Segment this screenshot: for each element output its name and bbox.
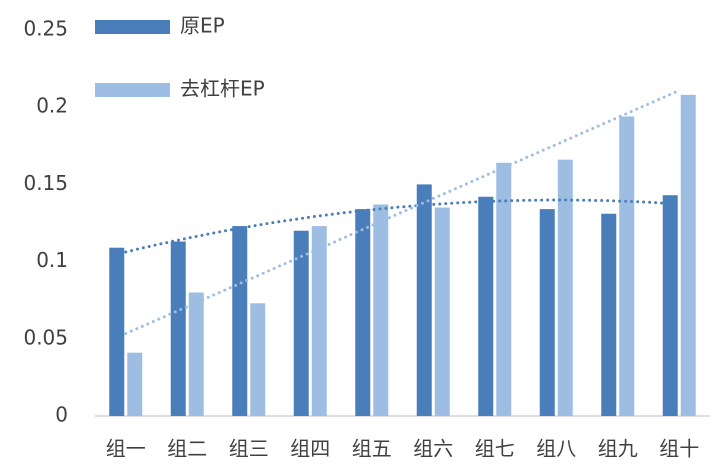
bar <box>170 241 186 416</box>
bar <box>127 352 143 416</box>
bar <box>109 247 125 416</box>
legend-label: 原EP <box>180 14 225 38</box>
x-tick-label: 组八 <box>536 437 576 461</box>
bar <box>601 213 617 416</box>
x-tick-label: 组九 <box>598 437 638 461</box>
bar <box>250 303 266 416</box>
y-tick-label: 0.2 <box>36 94 68 118</box>
x-tick-label: 组一 <box>106 437 146 461</box>
legend-swatch <box>95 20 170 34</box>
x-tick-label: 组七 <box>475 437 515 461</box>
bar <box>539 209 555 416</box>
bar <box>293 230 309 416</box>
legend-swatch <box>95 83 170 97</box>
y-tick-label: 0.15 <box>23 171 68 195</box>
x-tick-label: 组五 <box>352 437 392 461</box>
bar <box>232 226 248 416</box>
x-tick-label: 组三 <box>229 437 269 461</box>
x-tick-label: 组六 <box>413 437 453 461</box>
trend-line <box>124 89 681 336</box>
bar <box>680 94 696 417</box>
bar <box>416 184 432 416</box>
x-tick-label: 组四 <box>290 437 330 461</box>
bar <box>355 209 371 416</box>
bar <box>188 292 204 416</box>
y-tick-label: 0.1 <box>36 248 68 272</box>
bar <box>478 196 494 416</box>
bar <box>311 226 327 416</box>
bar <box>557 159 573 417</box>
y-tick-label: 0.05 <box>23 325 68 349</box>
bar <box>373 204 389 416</box>
bar <box>619 116 635 417</box>
bar <box>662 195 678 416</box>
y-tick-label: 0 <box>55 403 68 427</box>
bar <box>496 162 512 416</box>
x-tick-label: 组十 <box>659 437 699 461</box>
legend-label: 去杠杆EP <box>180 77 265 101</box>
y-tick-label: 0.25 <box>23 17 68 41</box>
trend-line <box>124 198 681 254</box>
bar <box>434 207 450 416</box>
x-tick-label: 组二 <box>167 437 207 461</box>
